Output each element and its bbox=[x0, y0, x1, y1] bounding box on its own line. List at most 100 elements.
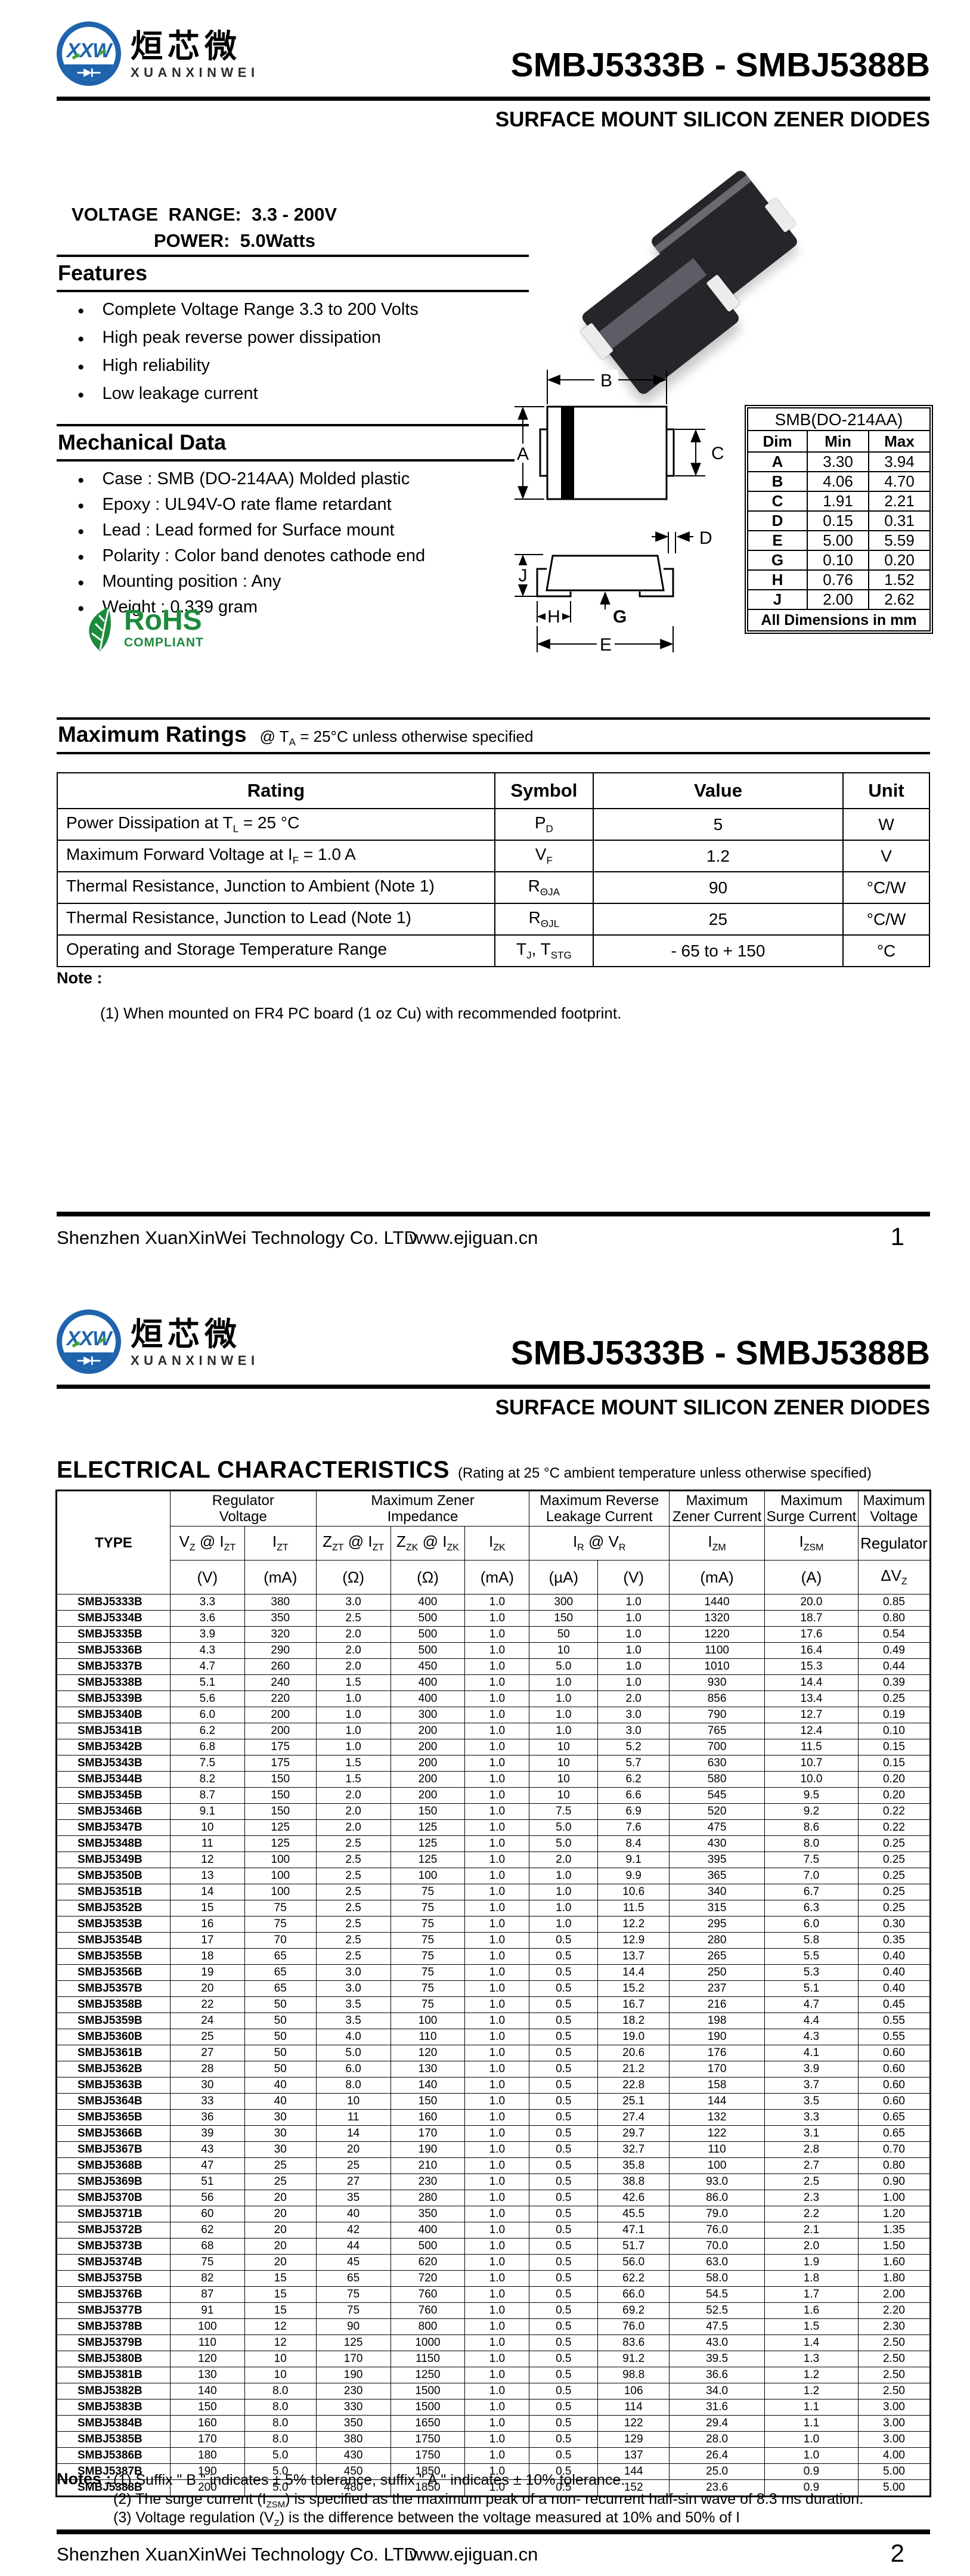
table-row: SMBJ5343B 7.5 175 1.5 200 1.0 10 5.7 630 10.7 0.15 bbox=[57, 1755, 931, 1772]
value-cell: 1.5 bbox=[764, 2318, 859, 2335]
row-label-cell: J bbox=[746, 589, 808, 610]
value-cell: 75 bbox=[390, 1916, 466, 1933]
row-label-cell: SMBJ5354B bbox=[57, 1932, 171, 1949]
value-cell: 765 bbox=[669, 1723, 766, 1739]
row-label-cell: SMBJ5337B bbox=[57, 1658, 171, 1675]
value-cell: 545 bbox=[669, 1787, 766, 1804]
page-subtitle: SURFACE MOUNT SILICON ZENER DIODES bbox=[495, 108, 930, 131]
value-cell: 75 bbox=[390, 1980, 466, 1997]
value-cell: 100 bbox=[244, 1852, 317, 1868]
value-cell: 1440 bbox=[669, 1594, 766, 1611]
value-cell: 2.5 bbox=[315, 1884, 391, 1900]
table-row: SMBJ5341B 6.2 200 1.0 200 1.0 1.0 3.0 765 12.4 0.1… bbox=[57, 1723, 931, 1739]
row-label-cell: SMBJ5382B bbox=[57, 2383, 171, 2399]
value-cell: 10.6 bbox=[597, 1884, 670, 1900]
value-cell: 15.3 bbox=[764, 1658, 859, 1675]
value-cell: 180 bbox=[169, 2447, 245, 2464]
logo-band bbox=[62, 1352, 116, 1368]
value-cell: 2.30 bbox=[857, 2318, 931, 2335]
value-cell: 475 bbox=[669, 1819, 766, 1836]
value-cell: 5.0 bbox=[244, 2479, 317, 2496]
table-row: SMBJ5368B 47 25 25 210 1.0 0.5 35.8 100 2.7 0.80 bbox=[57, 2157, 931, 2174]
value-cell: 700 bbox=[669, 1739, 766, 1755]
value-cell: 25 bbox=[169, 2029, 245, 2045]
table-row: SMBJ5336B 4.3 290 2.0 500 1.0 10 1.0 1100 16.4 0.4… bbox=[57, 1642, 931, 1659]
value-cell: 2.5 bbox=[315, 1916, 391, 1933]
value-cell: 36.6 bbox=[669, 2367, 766, 2383]
page-number: 2 bbox=[890, 2539, 904, 2567]
bullet-icon: ● bbox=[78, 361, 85, 373]
value-cell: 9.5 bbox=[764, 1787, 859, 1804]
value-cell: 12.2 bbox=[597, 1916, 670, 1933]
value-cell: 1.0 bbox=[597, 1594, 670, 1611]
value-cell: 10.0 bbox=[764, 1771, 859, 1788]
value-cell: 1.0 bbox=[464, 1900, 530, 1916]
value-cell: 190 bbox=[315, 2367, 391, 2383]
row-label-cell: SMBJ5351B bbox=[57, 1884, 171, 1900]
value-cell: 170 bbox=[669, 2061, 766, 2077]
value-cell: 170 bbox=[169, 2431, 245, 2448]
value-cell: 6.9 bbox=[597, 1803, 670, 1820]
brand-logo: XXW 烜芯微 XUANXINWEI bbox=[57, 1309, 259, 1374]
table-row: SMBJ5352B 15 75 2.5 75 1.0 1.0 11.5 315 6.3 0.25 bbox=[57, 1900, 931, 1916]
value-cell: 1.0 bbox=[464, 2286, 530, 2303]
value-cell: 0.5 bbox=[529, 2286, 599, 2303]
value-cell: 31.6 bbox=[669, 2399, 766, 2416]
table-row: SMBJ5333B 3.3 380 3.0 400 1.0 300 1.0 1440 20.0 0.… bbox=[57, 1594, 931, 1611]
value-cell: 125 bbox=[244, 1835, 317, 1852]
value-cell: 1.0 bbox=[464, 1658, 530, 1675]
logo-mark-text: XXW bbox=[66, 39, 111, 62]
value-cell: 0.60 bbox=[857, 2061, 931, 2077]
value-cell: 0.80 bbox=[857, 1610, 931, 1627]
value-cell: 0.30 bbox=[857, 1916, 931, 1933]
value-cell: 190 bbox=[669, 2029, 766, 2045]
value-cell: 65 bbox=[244, 1980, 317, 1997]
diode-icon bbox=[77, 68, 101, 77]
value-cell: 20 bbox=[244, 2206, 317, 2222]
table-row: Power Dissipation at TL = 25 °C PD 5 W bbox=[57, 808, 930, 841]
value-cell: 3.00 bbox=[857, 2431, 931, 2448]
value-cell: 50 bbox=[529, 1626, 599, 1643]
value-cell: 100 bbox=[390, 1868, 466, 1884]
value-cell: 10 bbox=[169, 1819, 245, 1836]
value-cell: 2.0 bbox=[764, 2238, 859, 2255]
value-cell: 1850 bbox=[390, 2479, 466, 2496]
value-cell: 198 bbox=[669, 2012, 766, 2029]
row-label-cell: SMBJ5345B bbox=[57, 1787, 171, 1804]
diode-icon bbox=[77, 1356, 101, 1365]
value-cell: 3.0 bbox=[315, 1594, 391, 1611]
value-cell: 6.3 bbox=[764, 1900, 859, 1916]
value-cell: 0.5 bbox=[529, 2125, 599, 2142]
mechanical-data-heading: Mechanical Data bbox=[57, 424, 529, 462]
value-cell: 1.0 bbox=[464, 1739, 530, 1755]
value-cell: 24 bbox=[169, 2012, 245, 2029]
value-cell: 300 bbox=[529, 1594, 599, 1611]
value-cell: 4.7 bbox=[169, 1658, 245, 1675]
row-label-cell: C bbox=[746, 491, 808, 512]
value-cell: 39 bbox=[169, 2125, 245, 2142]
value-cell: 630 bbox=[669, 1755, 766, 1772]
value-cell: 0.5 bbox=[529, 2431, 599, 2448]
value-cell: 790 bbox=[669, 1707, 766, 1723]
value-cell: 106 bbox=[597, 2383, 670, 2399]
value-cell: 0.70 bbox=[857, 2141, 931, 2158]
value-cell: 11 bbox=[315, 2109, 391, 2126]
row-label-cell: SMBJ5374B bbox=[57, 2254, 171, 2271]
logo-band bbox=[62, 64, 116, 80]
value-cell: 0.5 bbox=[529, 1964, 599, 1981]
value-cell: 10.7 bbox=[764, 1755, 859, 1772]
value-cell: 0.5 bbox=[529, 1948, 599, 1965]
value-cell: 430 bbox=[315, 2447, 391, 2464]
value-cell: 265 bbox=[669, 1948, 766, 1965]
bullet-icon: ● bbox=[78, 525, 85, 538]
row-label-cell: SMBJ5369B bbox=[57, 2174, 171, 2190]
value-cell: 14 bbox=[169, 1884, 245, 1900]
value-cell: 4.4 bbox=[764, 2012, 859, 2029]
value-cell: 1.0 bbox=[464, 2125, 530, 2142]
value-cell: 3.3 bbox=[169, 1594, 245, 1611]
value-cell: 75 bbox=[244, 1900, 317, 1916]
value-cell: 0.15 bbox=[857, 1755, 931, 1772]
datasheet-page-2: XXW 烜芯微 XUANXINWEI SMBJ5333B - SMBJ5388B… bbox=[0, 1288, 970, 2576]
brand-name-block: 烜芯微 XUANXINWEI bbox=[131, 21, 259, 80]
value-cell: 500 bbox=[390, 1610, 466, 1627]
